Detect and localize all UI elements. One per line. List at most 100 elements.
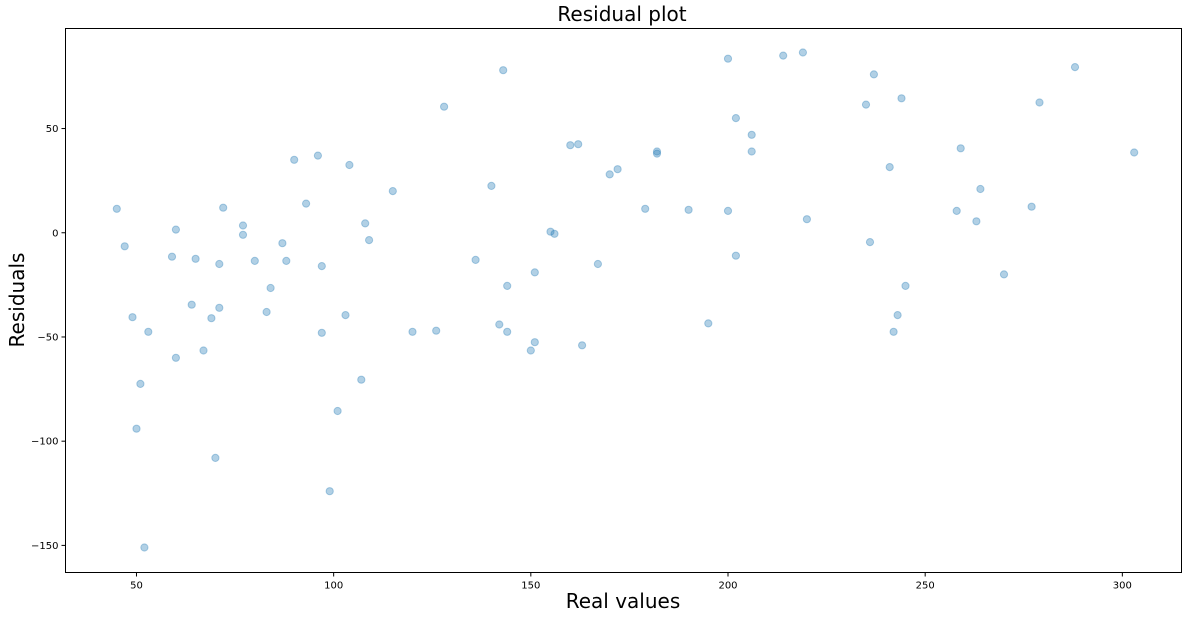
scatter-points xyxy=(112,48,1139,552)
data-point xyxy=(893,311,902,320)
data-point xyxy=(365,236,374,245)
data-point xyxy=(731,251,741,260)
data-point xyxy=(132,424,141,433)
x-tick-label: 250 xyxy=(916,581,935,592)
data-point xyxy=(897,94,906,103)
data-point xyxy=(593,259,603,269)
data-point xyxy=(238,230,248,239)
data-point xyxy=(731,114,741,123)
y-tick-label: −100 xyxy=(31,437,58,448)
data-point xyxy=(215,303,224,312)
x-tick-label: 200 xyxy=(718,581,737,592)
data-point xyxy=(238,221,248,230)
data-point xyxy=(345,160,354,170)
y-tick-label: 0 xyxy=(52,228,58,239)
data-point xyxy=(317,262,326,271)
data-point xyxy=(613,165,622,174)
data-point xyxy=(432,326,441,335)
x-tick-label: 300 xyxy=(1113,581,1132,592)
data-point xyxy=(578,341,587,350)
data-point xyxy=(191,254,200,263)
y-tick-label: −50 xyxy=(37,332,58,343)
data-point xyxy=(684,205,693,214)
data-point xyxy=(566,141,575,150)
data-point xyxy=(302,199,311,208)
data-point xyxy=(530,268,539,277)
data-point xyxy=(487,181,496,190)
data-point xyxy=(187,300,196,309)
data-point xyxy=(723,54,733,63)
data-point xyxy=(574,140,583,149)
y-tick-label: −150 xyxy=(31,541,58,552)
data-point xyxy=(136,379,145,388)
data-point xyxy=(471,255,480,264)
data-point xyxy=(199,346,208,355)
data-point xyxy=(1027,202,1036,211)
data-point xyxy=(215,259,224,269)
data-point xyxy=(802,215,812,224)
data-point xyxy=(282,256,291,265)
data-point xyxy=(120,242,129,251)
data-point xyxy=(219,203,228,212)
data-point xyxy=(861,100,871,109)
y-axis-ticks: −150 −100 −50 0 50 xyxy=(31,124,66,552)
data-point xyxy=(503,281,512,290)
chart-title: Residual plot xyxy=(557,2,686,26)
data-point xyxy=(499,66,508,75)
data-point xyxy=(546,227,555,236)
x-axis-ticks: 50 100 150 200 250 300 xyxy=(130,572,1132,592)
y-tick-label: 50 xyxy=(46,124,59,135)
data-point xyxy=(704,319,713,328)
data-point xyxy=(333,406,342,416)
data-point xyxy=(1070,63,1080,72)
data-point xyxy=(952,206,961,215)
data-point xyxy=(901,281,910,290)
data-point xyxy=(865,238,875,247)
data-point xyxy=(250,256,259,265)
data-point xyxy=(313,151,322,160)
plot-frame xyxy=(65,28,1182,573)
data-point xyxy=(167,252,177,261)
data-point xyxy=(140,543,149,552)
data-point xyxy=(207,314,216,323)
data-point xyxy=(325,487,334,496)
data-point xyxy=(211,453,220,462)
data-point xyxy=(408,327,417,336)
data-point xyxy=(779,51,788,60)
x-tick-label: 50 xyxy=(130,581,143,592)
data-point xyxy=(869,70,879,79)
data-point xyxy=(550,229,559,238)
data-point xyxy=(885,163,894,172)
data-point xyxy=(1035,98,1044,107)
data-point xyxy=(503,327,512,336)
x-axis-label: Real values xyxy=(566,589,681,613)
data-point xyxy=(530,338,539,347)
data-point xyxy=(144,327,153,336)
data-point xyxy=(128,313,137,322)
data-point xyxy=(278,239,287,248)
data-point xyxy=(972,217,981,226)
data-point xyxy=(956,144,965,153)
x-tick-label: 100 xyxy=(324,581,343,592)
data-point xyxy=(999,270,1009,279)
data-point xyxy=(171,225,180,234)
data-point xyxy=(112,204,121,213)
x-tick-label: 150 xyxy=(521,581,540,592)
data-point xyxy=(262,307,271,317)
data-point xyxy=(388,187,397,196)
data-point xyxy=(798,48,808,57)
data-point xyxy=(1130,148,1139,157)
data-point xyxy=(317,328,326,337)
data-point xyxy=(652,149,662,158)
data-point xyxy=(723,206,733,215)
data-point xyxy=(747,130,756,139)
data-point xyxy=(357,375,366,384)
data-point xyxy=(747,147,756,156)
data-point xyxy=(889,327,898,336)
data-point xyxy=(976,184,985,194)
data-point xyxy=(440,102,449,111)
data-point xyxy=(266,283,275,293)
data-point xyxy=(605,170,614,179)
data-point xyxy=(361,219,370,228)
